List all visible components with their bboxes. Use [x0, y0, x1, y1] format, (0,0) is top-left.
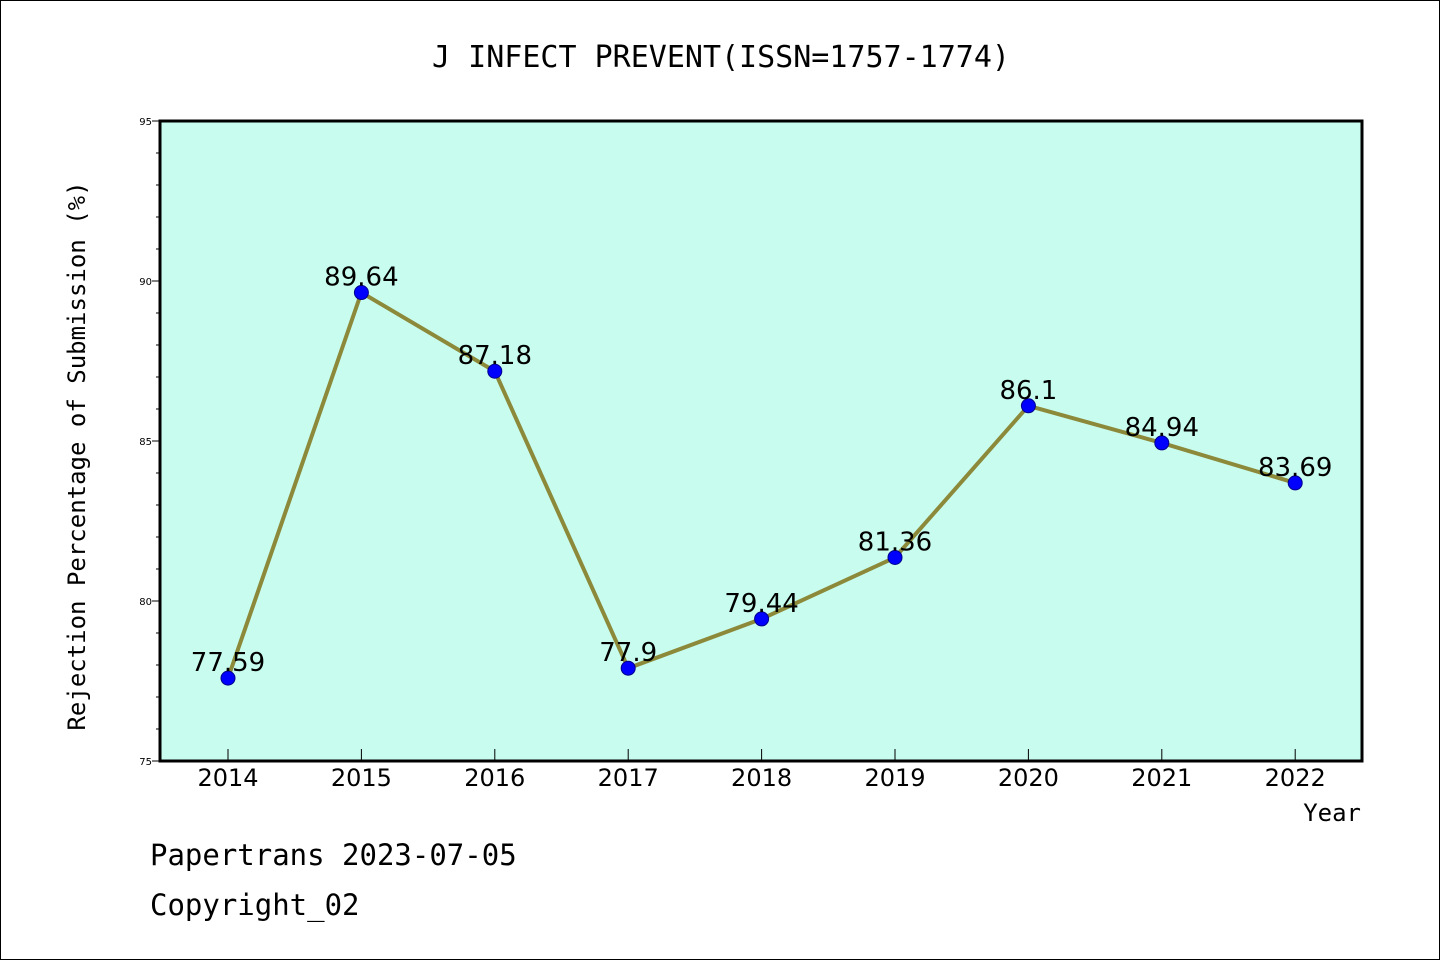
data-label: 79.44	[724, 589, 798, 619]
y-axis-label: Rejection Percentage of Submission (%)	[63, 181, 91, 730]
y-tick-label: 95	[139, 117, 152, 128]
data-label: 83.69	[1258, 453, 1332, 483]
x-tick-label: 2022	[1265, 764, 1326, 792]
x-axis-label: Year	[1303, 799, 1361, 827]
data-point	[887, 549, 903, 565]
data-point	[1154, 435, 1170, 451]
x-tick-label: 2018	[731, 764, 792, 792]
data-point	[1020, 398, 1036, 414]
x-tick-label: 2015	[331, 764, 392, 792]
data-label: 86.1	[999, 376, 1057, 406]
x-tick-label: 2017	[598, 764, 659, 792]
x-tick-label: 2014	[197, 764, 258, 792]
footer-date: Papertrans 2023-07-05	[150, 838, 517, 872]
data-labels: 77.59 89.64 87.18 77.9 79.44 81.36 86.1 84.94 83…	[191, 263, 1333, 679]
x-tick-label: 2021	[1131, 764, 1192, 792]
data-point	[620, 660, 636, 676]
x-tick-label: 2019	[864, 764, 925, 792]
data-point	[754, 611, 770, 627]
data-label: 77.9	[599, 638, 657, 668]
data-point	[220, 670, 236, 686]
y-axis: 75 80 85 90 95	[139, 117, 160, 768]
data-point	[353, 285, 369, 301]
data-label: 84.94	[1125, 413, 1199, 443]
y-tick-label: 85	[139, 437, 152, 448]
data-label: 87.18	[458, 341, 532, 371]
footer-copyright: Copyright_02	[150, 888, 360, 923]
plot-frame	[158, 119, 1364, 763]
data-label: 81.36	[858, 527, 932, 557]
x-axis: 2014 2015 2016 2017 2018 2019 2020 2021 2022	[197, 749, 1326, 792]
data-label: 77.59	[191, 648, 265, 678]
y-tick-label: 75	[139, 757, 152, 768]
x-tick-label: 2016	[464, 764, 525, 792]
y-tick-label: 90	[139, 277, 152, 288]
data-markers	[220, 285, 1303, 686]
y-tick-label: 80	[139, 597, 152, 608]
x-tick-label: 2020	[998, 764, 1059, 792]
data-point	[1287, 475, 1303, 491]
data-label: 89.64	[324, 263, 398, 293]
chart-title: J INFECT PREVENT(ISSN=1757-1774)	[432, 40, 1010, 75]
data-point	[487, 363, 503, 379]
